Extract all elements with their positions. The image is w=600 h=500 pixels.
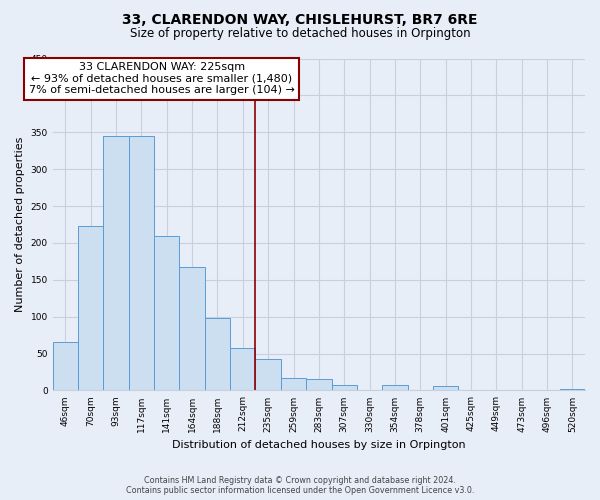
X-axis label: Distribution of detached houses by size in Orpington: Distribution of detached houses by size … xyxy=(172,440,466,450)
Bar xyxy=(332,384,357,390)
Y-axis label: Number of detached properties: Number of detached properties xyxy=(15,137,25,312)
Bar xyxy=(560,389,585,390)
Text: 33 CLARENDON WAY: 225sqm
← 93% of detached houses are smaller (1,480)
7% of semi: 33 CLARENDON WAY: 225sqm ← 93% of detach… xyxy=(29,62,295,96)
Bar xyxy=(179,267,205,390)
Bar xyxy=(205,318,230,390)
Bar xyxy=(78,226,103,390)
Text: Contains HM Land Registry data © Crown copyright and database right 2024.
Contai: Contains HM Land Registry data © Crown c… xyxy=(126,476,474,495)
Bar xyxy=(256,358,281,390)
Text: 33, CLARENDON WAY, CHISLEHURST, BR7 6RE: 33, CLARENDON WAY, CHISLEHURST, BR7 6RE xyxy=(122,12,478,26)
Bar xyxy=(306,380,332,390)
Bar xyxy=(53,342,78,390)
Bar xyxy=(382,386,407,390)
Bar xyxy=(129,136,154,390)
Bar xyxy=(433,386,458,390)
Bar xyxy=(154,236,179,390)
Bar xyxy=(281,378,306,390)
Text: Size of property relative to detached houses in Orpington: Size of property relative to detached ho… xyxy=(130,28,470,40)
Bar xyxy=(230,348,256,391)
Bar xyxy=(103,136,129,390)
